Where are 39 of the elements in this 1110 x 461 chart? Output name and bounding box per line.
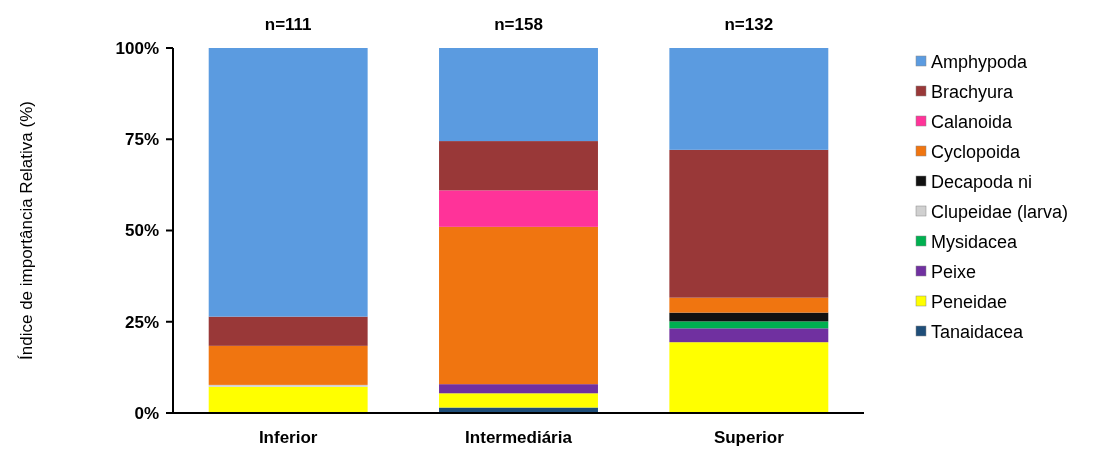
bar [208, 316, 368, 346]
bar [669, 342, 829, 413]
bar [669, 297, 829, 313]
y-tick-label: 25% [124, 312, 159, 332]
bar [439, 141, 598, 191]
y-tick-label: 0% [134, 403, 159, 423]
legend-label: Amphypoda [931, 52, 1029, 73]
bar [439, 384, 598, 394]
bar [208, 345, 368, 385]
text: n=132 [724, 15, 774, 34]
bar [439, 48, 598, 142]
y-tick-label: 50% [124, 221, 159, 241]
bar [669, 48, 829, 150]
text: n=111 [264, 15, 312, 34]
legend-label: Decapoda ni [931, 172, 1033, 193]
bar [669, 321, 829, 329]
legend-label: Mysidacea [931, 232, 1019, 253]
legend-label: Tanaidacea [931, 322, 1025, 343]
x-tick-label: Superior [713, 428, 785, 447]
bar [439, 226, 598, 385]
legend-label: Brachyura [931, 82, 1015, 103]
bar [669, 149, 829, 298]
x-tick-label: Intermediária [465, 428, 573, 447]
y-tick-label: 75% [124, 130, 159, 150]
y-axis-title: Índice de importância Relativa (%) [17, 101, 36, 360]
bar [439, 190, 598, 227]
bar [208, 386, 368, 413]
text: n=158 [494, 15, 543, 34]
legend-label: Peixe [931, 262, 977, 283]
legend-label: Calanoida [931, 112, 1014, 133]
bar [439, 393, 598, 408]
x-tick-label: Inferior [258, 428, 318, 447]
legend-label: Peneidae [931, 292, 1008, 313]
legend-label: Clupeidae (larva) [931, 202, 1069, 223]
bar [669, 312, 829, 322]
y-tick-label: 100% [115, 38, 159, 58]
legend-label: Cyclopoida [931, 142, 1022, 163]
bar [208, 48, 368, 317]
bar [669, 328, 829, 343]
